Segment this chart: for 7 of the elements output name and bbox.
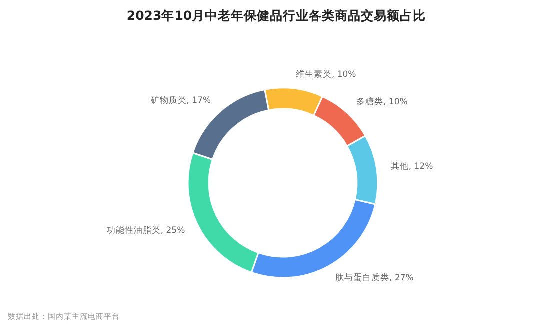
slice-label: 其他, 12%	[390, 161, 434, 172]
slice-label: 矿物质类, 17%	[150, 95, 212, 106]
slice-label: 肽与蛋白质类, 27%	[336, 272, 414, 284]
slice-label: 多糖类, 10%	[356, 96, 408, 108]
slice-label: 功能性油脂类, 25%	[106, 225, 186, 236]
chart-title: 2023年10月中老年保健品行业各类商品交易额占比	[126, 8, 428, 25]
slice-label: 维生素类, 10%	[296, 68, 356, 80]
